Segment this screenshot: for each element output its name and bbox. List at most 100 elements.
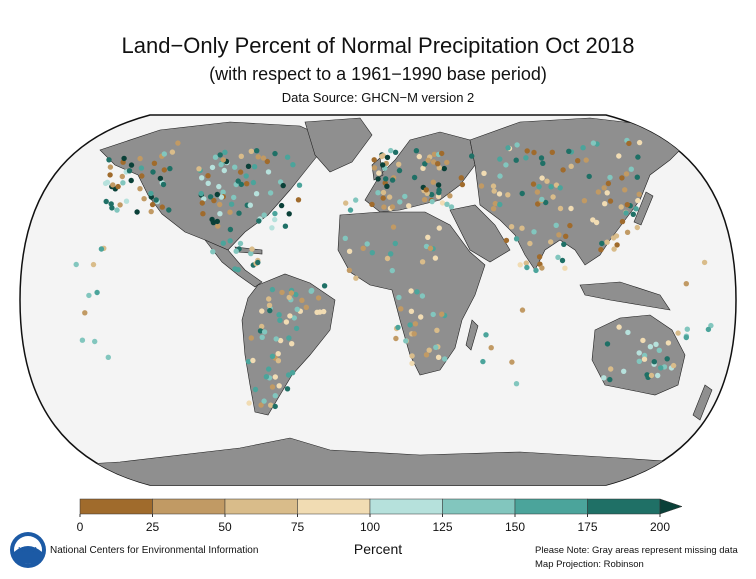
station-dot [505, 145, 511, 151]
station-dot [550, 194, 556, 200]
station-dot [539, 265, 545, 271]
station-dot [447, 193, 453, 199]
station-dot [218, 161, 224, 168]
station-dot [626, 140, 632, 147]
southeast-asia-islands [579, 281, 671, 311]
colorbar-segment [79, 498, 153, 515]
station-dot [429, 191, 435, 198]
station-dot [388, 251, 394, 257]
station-dot [548, 184, 554, 190]
station-dot [448, 204, 455, 210]
station-dot [435, 161, 441, 167]
station-dot [161, 167, 167, 173]
station-dot [403, 338, 409, 344]
station-dot [371, 157, 377, 163]
station-dot [497, 201, 503, 208]
station-dot [419, 293, 426, 299]
station-dot [244, 181, 250, 187]
station-dot [408, 308, 415, 314]
station-dot [406, 203, 412, 209]
station-dot [607, 376, 613, 383]
station-dot [513, 157, 519, 163]
station-dot [360, 245, 366, 251]
station-dot [220, 240, 226, 246]
station-dot [82, 310, 88, 316]
station-dot [633, 206, 639, 212]
station-dot [421, 197, 428, 203]
station-dot [248, 250, 254, 257]
colorbar-tick-label: 175 [577, 520, 597, 534]
station-dot [491, 188, 497, 194]
station-dot [232, 164, 238, 170]
station-dot [611, 246, 617, 252]
greenland [304, 117, 373, 173]
station-dot [383, 176, 389, 182]
station-dot [200, 211, 206, 217]
station-dot [634, 224, 640, 231]
station-dot [102, 180, 109, 187]
station-dot [701, 259, 708, 266]
station-dot [560, 167, 566, 173]
station-dot [623, 171, 630, 177]
station-dot [619, 218, 626, 225]
station-dot [435, 354, 442, 360]
station-dot [151, 160, 158, 166]
station-dot [675, 330, 681, 336]
station-dot [103, 198, 109, 205]
station-dot [265, 169, 272, 175]
station-dot [653, 341, 659, 347]
station-dot [201, 196, 207, 202]
station-dot [684, 326, 690, 332]
station-dot [640, 337, 646, 344]
station-dot [429, 198, 435, 205]
station-dot [150, 169, 156, 175]
station-dot [434, 327, 440, 333]
station-dot [566, 148, 572, 154]
station-dot [508, 224, 515, 230]
station-dot [389, 267, 395, 274]
station-dot [139, 173, 145, 179]
station-dot [277, 317, 283, 323]
station-dot [505, 192, 511, 198]
station-dot [205, 173, 211, 179]
station-dot [277, 337, 284, 344]
station-dot [215, 223, 221, 229]
station-dot [214, 191, 220, 198]
station-dot [259, 323, 265, 330]
station-dot [114, 207, 120, 213]
station-dot [375, 190, 381, 196]
station-dot [397, 199, 403, 205]
station-dot [148, 208, 154, 215]
station-dot [243, 173, 249, 179]
station-dot [636, 358, 642, 364]
station-dot [288, 290, 295, 296]
station-dot [299, 297, 305, 303]
colorbar-segment [297, 498, 371, 515]
station-dot [227, 226, 234, 233]
station-dot [492, 200, 498, 207]
station-dot [531, 149, 537, 156]
station-dot [282, 223, 289, 229]
station-dot [444, 201, 450, 207]
station-dot [519, 307, 526, 313]
station-dot [419, 259, 426, 265]
station-dot [563, 233, 569, 239]
station-dot [430, 159, 437, 165]
station-dot [317, 309, 323, 315]
station-dot [436, 187, 442, 193]
station-dot [705, 326, 712, 333]
station-dots [73, 137, 714, 410]
station-dot [249, 246, 255, 252]
station-dot [266, 302, 273, 308]
station-dot [227, 238, 233, 244]
station-dot [380, 189, 387, 196]
station-dot [425, 234, 431, 240]
station-dot [481, 170, 487, 176]
colorbar-tick-label: 50 [218, 520, 232, 534]
station-dot [568, 205, 574, 212]
station-dot [604, 341, 611, 347]
station-dot [538, 155, 545, 161]
station-dot [519, 225, 525, 231]
station-dot [275, 351, 281, 357]
station-dot [153, 197, 159, 203]
